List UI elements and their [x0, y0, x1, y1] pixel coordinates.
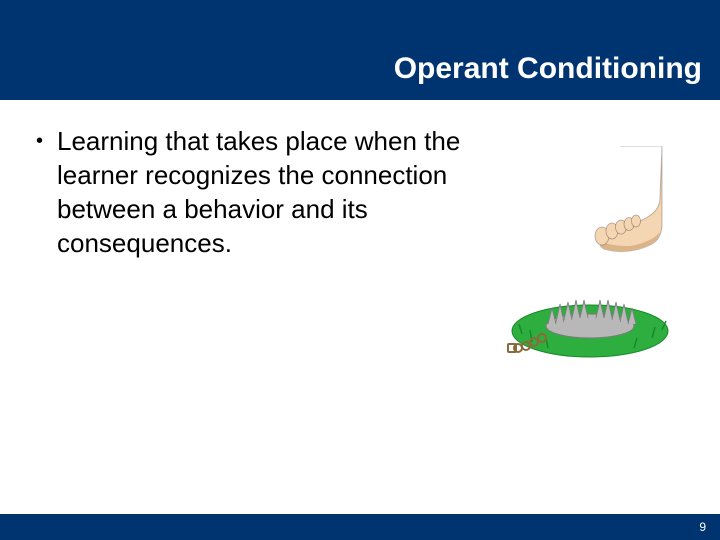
footer-bar: 9 [0, 514, 720, 540]
bullet-text: Learning that takes place when the learn… [57, 124, 476, 260]
bullet-list: • Learning that takes place when the lea… [36, 124, 476, 260]
slide-title: Operant Conditioning [394, 52, 702, 86]
foot-trap-illustration [502, 146, 682, 366]
slide: Operant Conditioning • Learning that tak… [0, 0, 720, 540]
title-bar: Operant Conditioning [0, 0, 720, 100]
bullet-item: • Learning that takes place when the lea… [36, 124, 476, 260]
foot [595, 146, 662, 252]
bullet-marker: • [36, 124, 43, 158]
page-number: 9 [699, 520, 706, 534]
foot-trap-svg [502, 146, 682, 366]
